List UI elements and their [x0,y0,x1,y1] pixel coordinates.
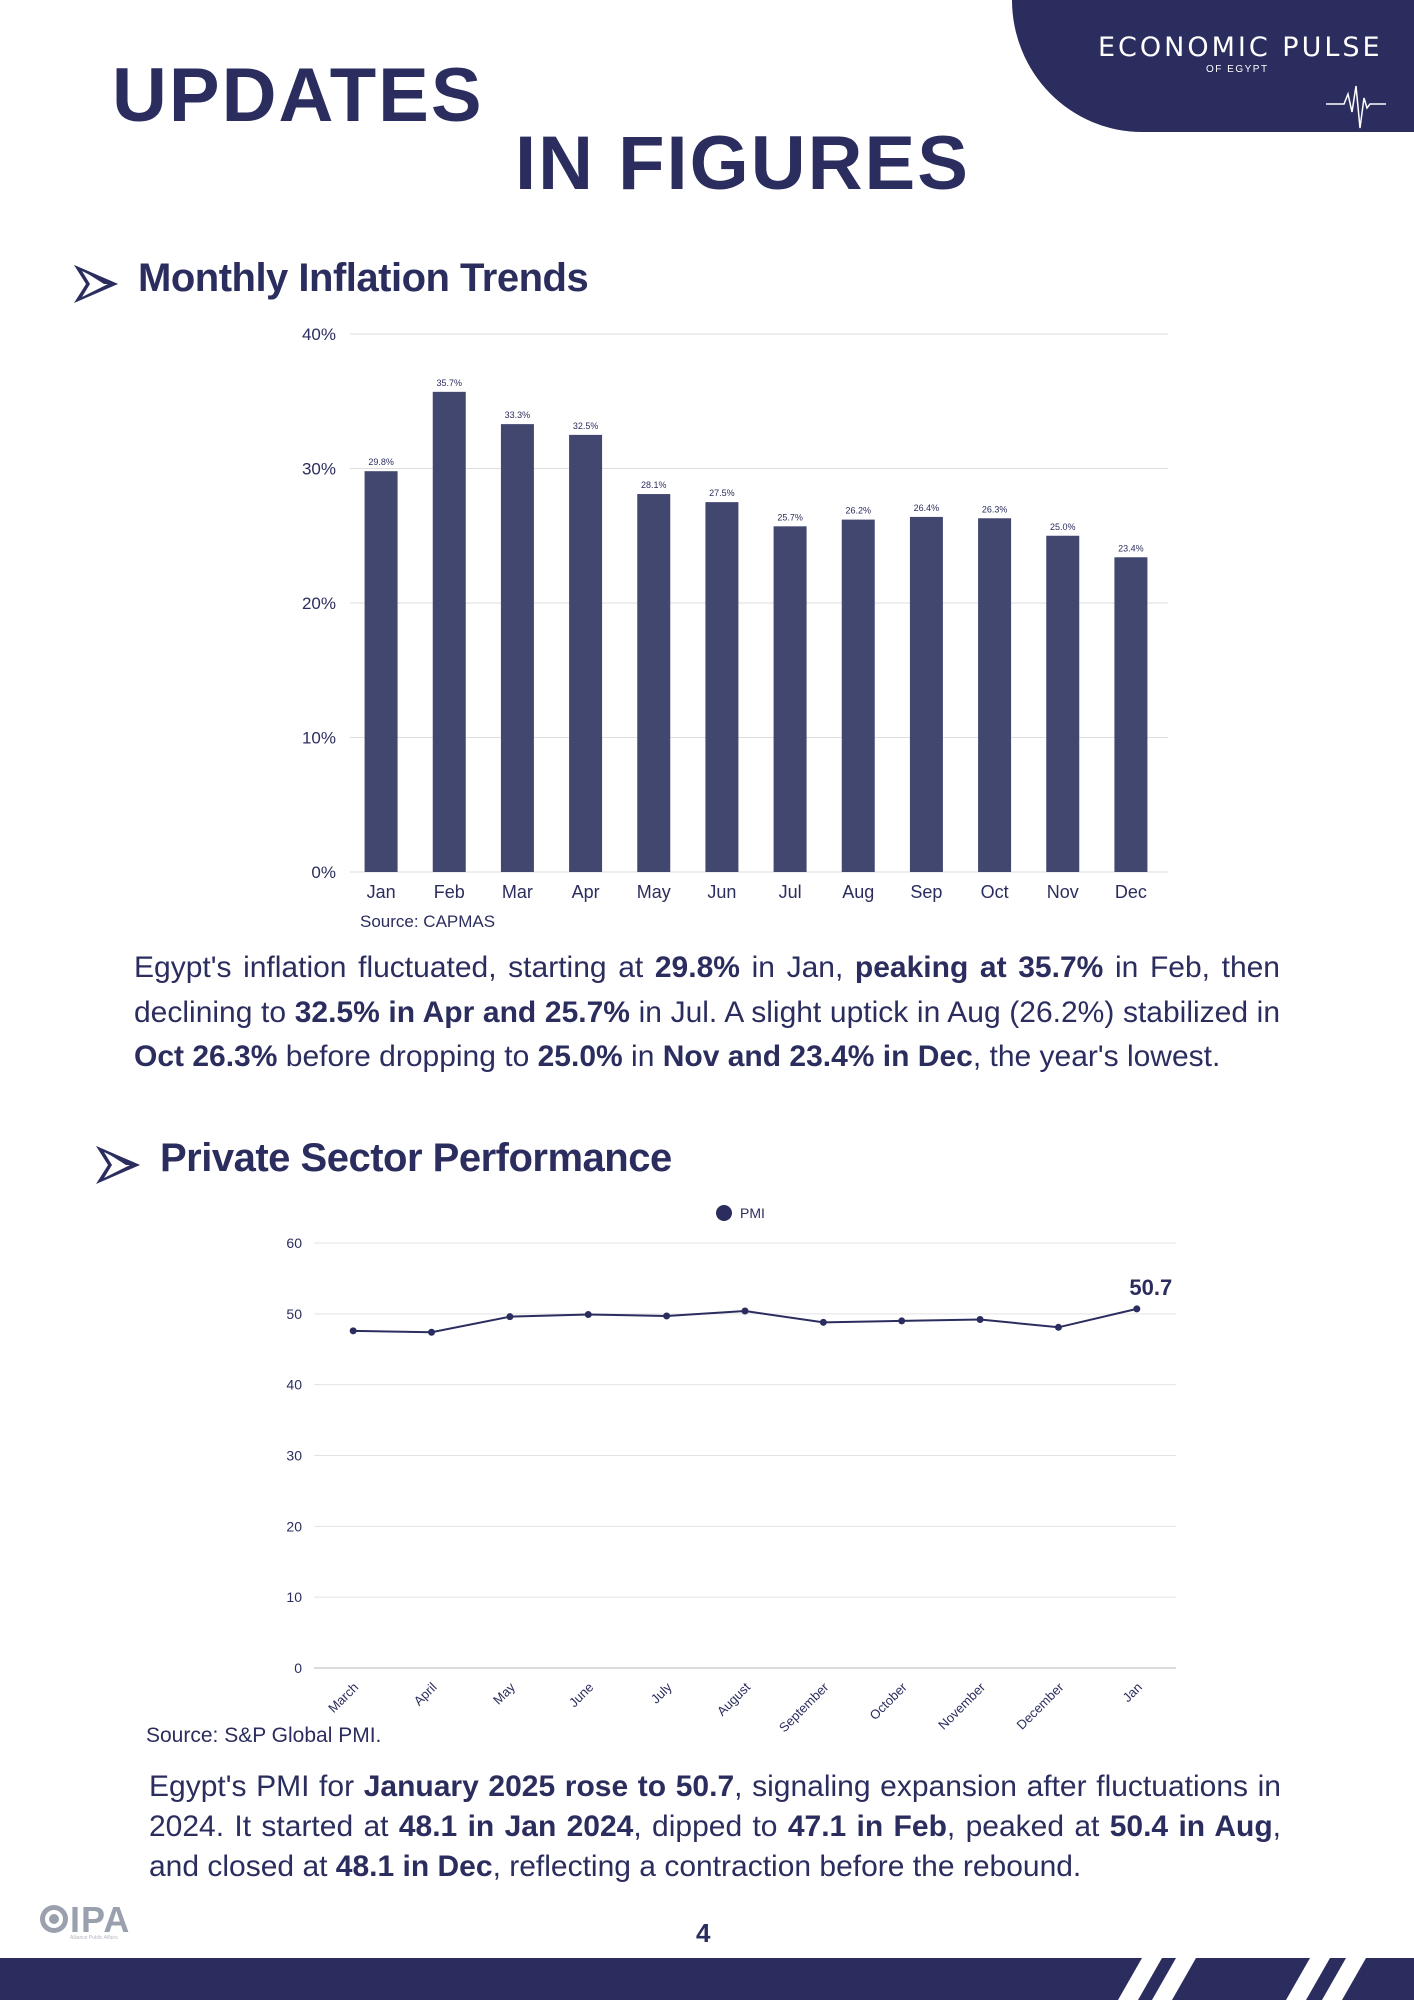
section-heading-pmi: Private Sector Performance [160,1136,672,1180]
page-title-line2: IN FIGURES [515,121,970,206]
x-tick-label: Mar [502,882,533,902]
y-tick-label: 0% [311,863,336,882]
legend-label: PMI [740,1205,765,1221]
header-badge [1012,0,1414,132]
section-heading-inflation: Monthly Inflation Trends [138,256,589,300]
pmi-point [819,1318,827,1326]
ipa-logo-icon [40,1905,68,1933]
x-tick-label: May [637,882,671,902]
x-tick-label: Jun [707,882,736,902]
footer-stripes [1118,1958,1366,2000]
y-tick-label: 40% [302,325,336,344]
pmi-point [663,1312,671,1320]
pmi-point [506,1313,514,1321]
bar [637,494,671,872]
arrow-bullet-icon [96,1146,140,1184]
data-label: 23.4% [1118,543,1144,553]
pmi-source: Source: S&P Global PMI. [146,1724,382,1747]
bar [978,518,1012,872]
x-tick-label: Jan [367,882,396,902]
data-label: 25.7% [777,512,803,522]
heartbeat-icon [1326,85,1386,129]
pmi-point [741,1307,749,1315]
x-tick-label: August [714,1679,753,1718]
data-label: 26.2% [845,506,871,516]
page-number: 4 [696,1918,711,1948]
x-tick-label: November [935,1679,988,1732]
bar [569,434,603,872]
data-label: 28.1% [641,480,667,490]
x-tick-label: Apr [572,882,600,902]
x-tick-label: September [776,1679,832,1735]
x-tick-label: March [325,1680,361,1716]
x-tick-label: Dec [1115,882,1147,902]
y-tick-label: 20% [302,594,336,613]
pmi-point [898,1317,906,1325]
x-tick-label: Aug [842,882,874,902]
pmi-point [349,1327,357,1335]
pmi-line-chart: 0 10 20 30 40 50 60 PMI March April May June July Aug… [286,1205,1176,1735]
annotation-label: 50.7 [1129,1275,1172,1300]
y-tick-label: 30 [286,1448,302,1464]
y-tick-label: 50 [286,1306,302,1322]
bar [909,516,943,872]
y-tick-label: 60 [286,1235,302,1251]
data-label: 29.8% [368,457,394,467]
logo-text: IPA [70,1899,131,1940]
x-tick-label: April [411,1679,440,1708]
x-tick-label: Nov [1047,882,1079,902]
x-tick-label: Jan [1120,1680,1145,1705]
bar [705,502,739,872]
x-tick-label: Feb [434,882,465,902]
pmi-point [428,1328,436,1336]
arrow-bullet-icon [74,265,118,303]
y-tick-label: 10 [286,1589,302,1605]
y-tick-label: 10% [302,729,336,748]
inflation-paragraph: Egypt's inflation fluctuated, starting a… [134,951,1281,1073]
data-label: 26.3% [982,504,1008,514]
data-label: 26.4% [914,503,940,513]
x-tick-label: June [566,1680,597,1711]
inflation-source: Source: CAPMAS [360,912,496,931]
y-tick-label: 30% [302,460,336,479]
data-label: 27.5% [709,488,735,498]
x-tick-label: July [648,1679,675,1706]
logo-subtext: Alliance Public Affairs [70,1935,118,1941]
pmi-paragraph: Egypt's PMI for January 2025 rose to 50.… [149,1770,1281,1883]
x-tick-label: Sep [910,882,942,902]
brand-subtitle: OF EGYPT [1206,64,1269,75]
pmi-point [1054,1323,1062,1331]
data-label: 35.7% [436,378,462,388]
pmi-point [976,1316,984,1323]
brand-title: ECONOMIC PULSE [1098,32,1383,63]
x-tick-label: October [867,1679,911,1723]
pmi-point [584,1311,592,1319]
x-tick-label: December [1014,1679,1067,1732]
bar [364,471,398,872]
legend-marker [716,1205,732,1221]
bar [432,391,466,872]
bar [500,424,534,872]
data-label: 25.0% [1050,522,1076,532]
bar [1114,557,1148,872]
inflation-bar-chart: 0% 10% 20% 30% 40% 29.8% Jan 35.7% Feb 33.3% Mar 32… [302,325,1168,902]
y-tick-label: 20 [286,1518,302,1534]
y-tick-label: 40 [286,1377,302,1393]
pmi-point [1133,1305,1141,1313]
bar [841,519,875,872]
x-tick-label: May [490,1679,518,1707]
data-label: 33.3% [505,410,531,420]
page-title-line1: UPDATES [112,53,484,138]
bar [1046,535,1080,872]
data-label: 32.5% [573,421,599,431]
bar [773,526,807,872]
x-tick-label: Jul [779,882,802,902]
x-tick-label: Oct [981,882,1009,902]
y-tick-label: 0 [294,1660,302,1676]
